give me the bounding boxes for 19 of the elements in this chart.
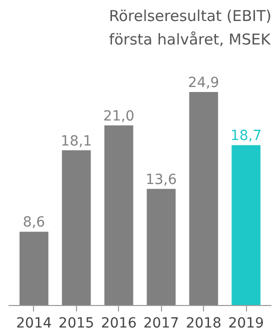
x-tick-label: 2019	[228, 316, 264, 330]
data-label: 24,9	[188, 74, 220, 91]
bar	[104, 125, 134, 306]
bar	[146, 188, 176, 306]
chart-title: Rörelseresultat (EBIT) första halvåret, MSEK	[108, 7, 272, 48]
bar	[189, 92, 218, 306]
data-label: 18,7	[230, 128, 262, 144]
x-tick-label: 2014	[16, 316, 52, 330]
data-label: 18,1	[60, 133, 92, 150]
bar	[20, 232, 48, 306]
data-label: 13,6	[146, 172, 177, 188]
bar	[232, 145, 260, 306]
x-tick-label: 2018	[186, 316, 222, 330]
data-label: 21,0	[103, 108, 134, 124]
data-label: 8,6	[22, 214, 46, 231]
bar	[62, 150, 91, 306]
x-tick-label: 2015	[58, 316, 94, 330]
x-tick-label: 2016	[100, 316, 137, 330]
x-tick-label: 2017	[143, 316, 180, 330]
